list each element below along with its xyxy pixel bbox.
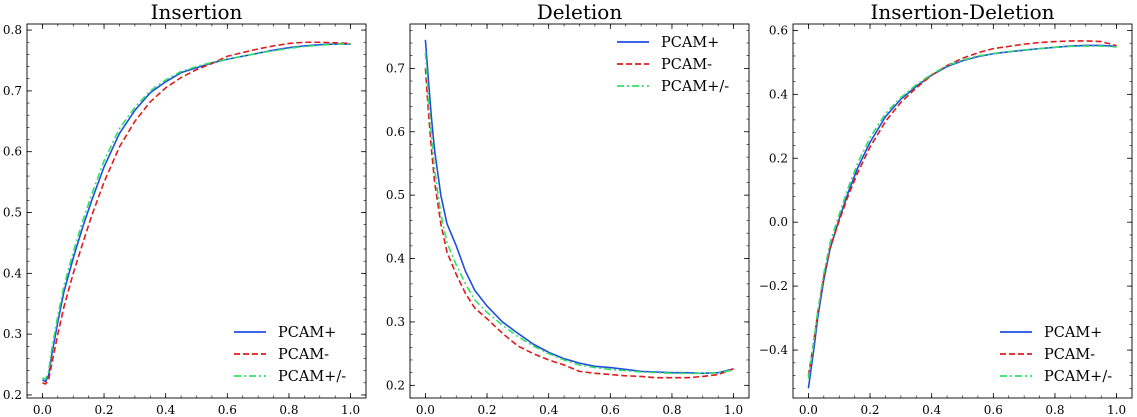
subplot-title: Insertion-Deletion — [870, 0, 1054, 24]
x-tick-label: 0.2 — [94, 403, 113, 417]
y-tick-label: 0.2 — [386, 378, 405, 392]
subplot-2: Deletion 0.0 0.2 0.4 0.6 0.8 1.0 0.2 0.3 0.4 0.5 0.… — [386, 0, 750, 417]
y-tick-label: 0.6 — [3, 145, 22, 159]
legend-label: PCAM+/- — [1044, 369, 1112, 385]
legend-label: PCAM- — [278, 347, 329, 363]
y-tick-label: 0.4 — [386, 252, 405, 266]
x-tick-label: 0.8 — [279, 403, 298, 417]
y-tick-label: 0.7 — [386, 61, 405, 75]
y-tick-label: 0.3 — [386, 315, 405, 329]
y-tick-label: 0.6 — [386, 125, 405, 139]
legend-label: PCAM+/- — [278, 369, 346, 385]
x-tick-label: 0.2 — [477, 403, 496, 417]
series-line-PCAM- — [807, 40, 1117, 376]
series-line-PCAM+/- — [807, 45, 1117, 379]
x-tick-label: 0.4 — [539, 403, 558, 417]
y-tick-label: 0.5 — [386, 188, 405, 202]
x-tick-label: 0.6 — [984, 403, 1003, 417]
subplot-3: Insertion-Deletion 0.0 0.2 0.4 0.6 0.8 1.0 −0.4… — [759, 0, 1133, 417]
series-line-PCAM- — [42, 41, 351, 385]
series-line-PCAM+ — [42, 43, 351, 383]
x-tick-label: 0.8 — [662, 403, 681, 417]
subplot-title: Deletion — [537, 0, 623, 24]
legend-label: PCAM+ — [661, 35, 719, 51]
y-tick-label: 0.2 — [769, 151, 788, 165]
y-tick-label: 0.4 — [3, 266, 22, 280]
axes-frame — [409, 23, 750, 399]
legend: PCAM+ PCAM- PCAM+/- — [1000, 325, 1112, 385]
subplot-1: Insertion 0.0 0.2 0.4 0.6 0.8 1.0 0.2 0.3 0.4 0.5 0… — [3, 0, 367, 417]
y-tick-label: −0.4 — [759, 343, 789, 357]
x-tick-label: 0.8 — [1045, 403, 1064, 417]
legend: PCAM+ PCAM- PCAM+/- — [617, 35, 729, 95]
series-line-PCAM- — [424, 68, 734, 379]
y-tick-label: 0.5 — [3, 206, 22, 220]
x-tick-label: 0.0 — [416, 403, 435, 417]
x-tick-label: 1.0 — [1107, 403, 1126, 417]
x-tick-label: 0.0 — [33, 403, 52, 417]
y-tick-label: 0.4 — [769, 87, 788, 101]
y-tick-label: 0.2 — [3, 388, 22, 402]
legend-label: PCAM- — [661, 57, 712, 73]
y-tick-label: 0.0 — [769, 215, 788, 229]
x-tick-label: 0.6 — [218, 403, 237, 417]
y-tick-label: −0.2 — [759, 279, 788, 293]
x-tick-label: 0.0 — [799, 403, 818, 417]
x-tick-label: 0.4 — [922, 403, 941, 417]
x-tick-label: 0.4 — [156, 403, 175, 417]
legend-label: PCAM- — [1044, 347, 1095, 363]
subplot-title: Insertion — [151, 0, 243, 24]
y-tick-label: 0.6 — [769, 23, 788, 37]
x-tick-label: 0.6 — [601, 403, 620, 417]
y-tick-label: 0.7 — [3, 84, 22, 98]
x-tick-label: 1.0 — [724, 403, 743, 417]
y-tick-label: 0.3 — [3, 327, 22, 341]
axes-frame — [792, 23, 1133, 399]
series-line-PCAM+/- — [424, 52, 734, 375]
legend: PCAM+ PCAM- PCAM+/- — [234, 325, 346, 385]
legend-label: PCAM+ — [1044, 325, 1102, 341]
x-tick-label: 1.0 — [341, 403, 360, 417]
x-tick-label: 0.2 — [860, 403, 879, 417]
axes-frame — [26, 23, 367, 399]
legend-label: PCAM+ — [278, 325, 336, 341]
y-tick-label: 0.8 — [3, 23, 22, 37]
legend-label: PCAM+/- — [661, 79, 729, 95]
